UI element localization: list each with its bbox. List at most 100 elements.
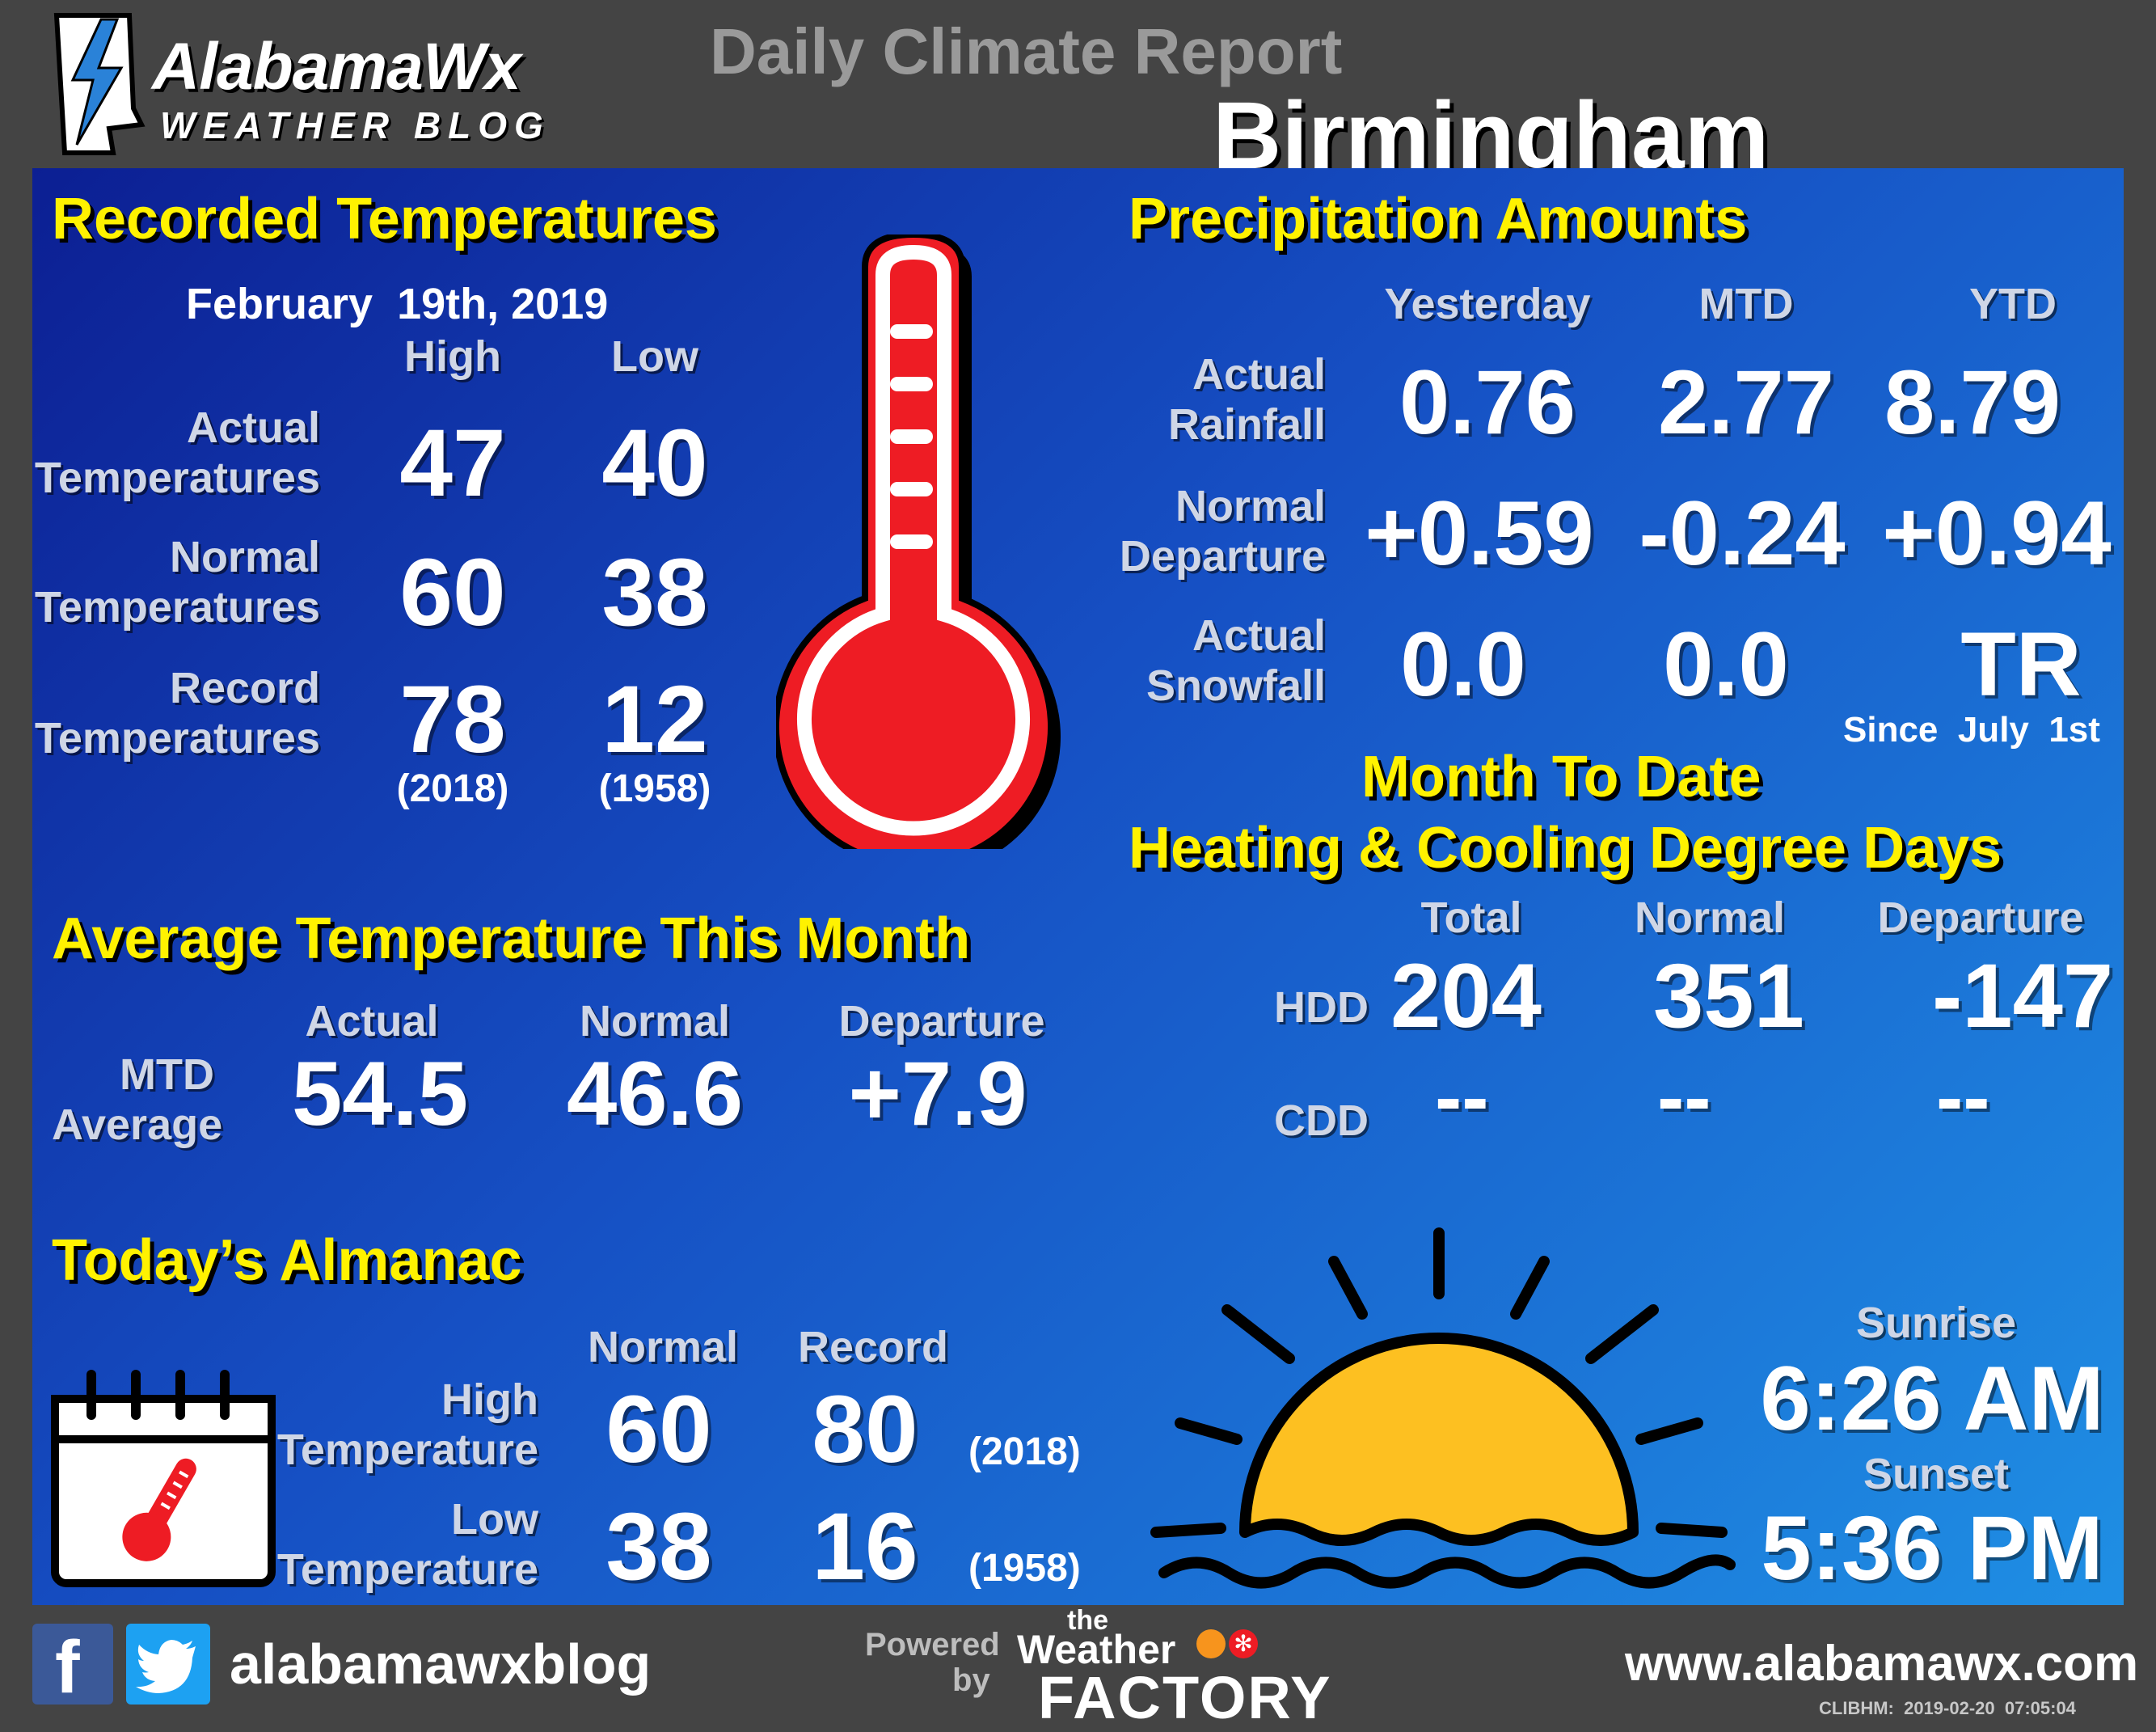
almanac-high-record: 80	[812, 1376, 918, 1483]
twitter-icon[interactable]	[126, 1624, 210, 1705]
website-url[interactable]: www.alabamawx.com	[1625, 1636, 2139, 1692]
departure-yesterday: +0.59	[1365, 483, 1594, 584]
section-title-almanac: Today’s Almanac	[52, 1228, 522, 1293]
row-label-line2: Temperatures	[34, 454, 320, 502]
cdd-total: --	[1435, 1052, 1489, 1143]
almanac-low-record: 16	[812, 1493, 918, 1600]
sunset-label: Sunset	[1863, 1450, 2010, 1498]
row-label-line1: Normal	[1175, 482, 1326, 530]
avg-row-label: MTD Average	[52, 1050, 222, 1150]
snowfall-mtd: 0.0	[1663, 614, 1789, 715]
sunrise-icon	[1150, 1227, 1736, 1589]
alabama-lightning-icon	[53, 13, 146, 155]
avg-col-departure: Departure	[838, 997, 1045, 1046]
row-label-normal-temperatures: Normal Temperatures	[32, 532, 320, 632]
factory-name: FACTORY	[1038, 1664, 1332, 1731]
avg-normal-value: 46.6	[567, 1043, 743, 1144]
almanac-low-record-year: (1958)	[968, 1547, 1081, 1590]
section-title-degree-days: Heating & Cooling Degree Days	[1129, 816, 2002, 881]
precip-col-yesterday: Yesterday	[1384, 280, 1591, 328]
rainfall-yesterday: 0.76	[1399, 352, 1576, 453]
precip-row-label-normal-departure: Normal Departure	[1116, 481, 1326, 581]
dd-col-total: Total	[1420, 893, 1522, 942]
snowfall-since-note: Since July 1st	[1843, 710, 2100, 750]
row-label-line1: Low	[451, 1495, 538, 1544]
row-label-line2: Average	[52, 1100, 223, 1149]
row-label-line2: Rainfall	[1167, 400, 1326, 449]
row-label-line1: Actual	[186, 403, 320, 452]
cdd-normal: --	[1657, 1052, 1711, 1143]
dd-col-departure: Departure	[1877, 893, 2084, 942]
logo[interactable]: AlabamaWx WEATHER BLOG	[24, 11, 590, 157]
logo-name: AlabamaWx	[152, 30, 521, 103]
almanac-high-record-year: (2018)	[968, 1430, 1081, 1473]
hdd-departure: -147	[1932, 945, 2114, 1046]
almanac-high-normal: 60	[605, 1376, 712, 1483]
factory-weather: Weather	[1017, 1627, 1176, 1672]
almanac-col-record: Record	[797, 1323, 949, 1371]
dd-row-label-hdd: HDD	[1274, 983, 1369, 1032]
precip-col-ytd: YTD	[1969, 280, 2057, 328]
almanac-col-normal: Normal	[587, 1323, 739, 1371]
departure-ytd: +0.94	[1882, 483, 2112, 584]
row-label-line1: Actual	[1192, 611, 1326, 660]
row-label-line2: Temperatures	[34, 714, 320, 763]
powered-by: Powered by	[865, 1627, 1000, 1698]
avg-actual-value: 54.5	[292, 1043, 468, 1144]
sunrise-time: 6:26 AM	[1760, 1348, 2104, 1449]
row-label-actual-temperatures: Actual Temperatures	[32, 403, 320, 503]
weather-factory-logo[interactable]: the Weather ✻ FACTORY	[1017, 1605, 1356, 1731]
avg-departure-value: +7.9	[848, 1043, 1027, 1144]
almanac-low-normal: 38	[605, 1493, 712, 1600]
snowflake-icon: ✻	[1229, 1629, 1258, 1658]
rainfall-mtd: 2.77	[1658, 352, 1834, 453]
row-label-line1: MTD	[120, 1050, 214, 1099]
rainfall-ytd: 8.79	[1884, 352, 2061, 453]
col-header-high: High	[404, 332, 501, 381]
precip-row-label-actual-snowfall: Actual Snowfall	[1116, 610, 1326, 711]
precip-row-label-actual-rainfall: Actual Rainfall	[1116, 349, 1326, 450]
row-label-line2: Temperature	[276, 1426, 538, 1474]
sunset-time: 5:36 PM	[1761, 1498, 2103, 1599]
sunrise-label: Sunrise	[1855, 1299, 2017, 1347]
row-label-line2: Departure	[1119, 532, 1326, 581]
factory-the: the	[1067, 1605, 1108, 1636]
actual-high-value: 47	[399, 410, 506, 517]
section-title-recorded-temperatures: Recorded Temperatures	[52, 187, 717, 251]
facebook-icon[interactable]: f	[32, 1624, 113, 1705]
record-high-year: (2018)	[396, 767, 509, 810]
thermometer-icon	[776, 234, 1061, 849]
section-title-average-temperature: Average Temperature This Month	[52, 906, 971, 971]
avg-col-normal: Normal	[579, 997, 731, 1046]
cdd-departure: --	[1936, 1052, 1990, 1143]
timestamp: CLIBHM: 2019-02-20 07:05:04	[1819, 1698, 2076, 1718]
powered-by-line1: Powered	[865, 1627, 1000, 1662]
dd-row-label-cdd: CDD	[1274, 1096, 1369, 1145]
row-label-line1: High	[441, 1375, 538, 1424]
row-label-line2: Snowfall	[1146, 661, 1326, 710]
hdd-total: 204	[1390, 945, 1542, 1046]
avg-col-actual: Actual	[305, 997, 439, 1046]
snowfall-ytd: TR	[1960, 614, 2082, 715]
row-label-line1: Normal	[169, 533, 320, 581]
actual-low-value: 40	[601, 410, 708, 517]
row-label-line2: Temperature	[276, 1545, 538, 1594]
powered-by-line2: by	[952, 1662, 990, 1698]
record-high-value: 78	[399, 666, 506, 773]
social-handle[interactable]: alabamawxblog	[230, 1633, 652, 1696]
precip-col-mtd: MTD	[1698, 280, 1794, 328]
dd-col-normal: Normal	[1634, 893, 1786, 942]
report-title: Daily Climate Report	[710, 15, 1343, 87]
section-title-month-to-date: Month To Date	[1361, 745, 1762, 809]
row-label-record-temperatures: Record Temperatures	[32, 663, 320, 763]
almanac-row-label-high: High Temperature	[267, 1375, 538, 1475]
climate-panel	[32, 168, 2124, 1605]
row-label-line2: Temperatures	[34, 583, 320, 632]
calendar-thermometer-icon	[51, 1370, 276, 1587]
record-low-year: (1958)	[598, 767, 711, 810]
snowfall-yesterday: 0.0	[1400, 614, 1526, 715]
col-header-low: Low	[611, 332, 698, 381]
almanac-row-label-low: Low Temperature	[267, 1494, 538, 1595]
gear-icon	[1196, 1629, 1226, 1658]
record-low-value: 12	[601, 666, 708, 773]
